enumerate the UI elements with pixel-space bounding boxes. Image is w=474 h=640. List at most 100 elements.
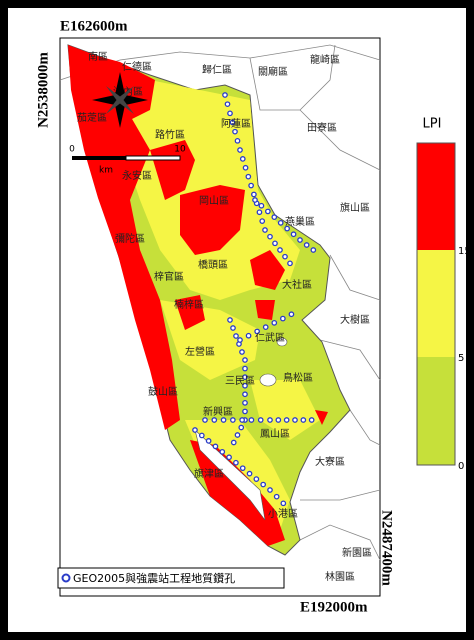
borehole xyxy=(282,253,288,260)
borehole xyxy=(297,237,303,243)
borehole xyxy=(252,197,258,203)
legend-swatch xyxy=(417,357,455,465)
borehole xyxy=(202,417,208,423)
coord-label: E162600m xyxy=(60,18,128,34)
district-label: 永安區 xyxy=(122,169,152,182)
legend-break: 0 xyxy=(458,461,464,472)
legend-symbol xyxy=(61,573,71,583)
legend-break: 15 xyxy=(458,246,471,257)
borehole xyxy=(300,417,307,423)
district-label: 路竹區 xyxy=(155,128,185,141)
borehole xyxy=(242,164,249,171)
borehole xyxy=(205,438,212,444)
borehole xyxy=(260,481,267,488)
coord-label: N2538000m xyxy=(35,52,51,128)
borehole xyxy=(254,328,260,335)
borehole xyxy=(290,231,297,238)
borehole xyxy=(251,191,257,198)
borehole xyxy=(275,417,282,423)
legend-swatch xyxy=(417,250,455,357)
compass xyxy=(92,72,148,128)
coord-label: N2487400m xyxy=(379,510,395,586)
district-label: 茄萣區 xyxy=(77,111,107,124)
coord-label: E192000m xyxy=(300,599,368,615)
district-label: 龍崎區 xyxy=(310,53,340,66)
district-label: 橋頭區 xyxy=(198,258,228,271)
district-label: 林園區 xyxy=(325,570,355,583)
scale-label: 0 xyxy=(69,145,75,155)
district-label: 三民區 xyxy=(225,375,255,387)
district-label: 關廟區 xyxy=(258,65,288,78)
borehole xyxy=(262,227,268,233)
district-label: 旗津區 xyxy=(194,467,224,480)
borehole xyxy=(239,349,245,355)
borehole xyxy=(253,476,260,482)
borehole xyxy=(198,432,205,439)
district-label: 鼓山區 xyxy=(148,385,178,398)
borehole xyxy=(280,500,287,507)
borehole xyxy=(242,400,248,406)
scale-unit: km xyxy=(99,166,113,176)
borehole xyxy=(211,417,218,423)
district-label: 大樹區 xyxy=(340,313,370,326)
borehole xyxy=(258,202,265,209)
boreholes xyxy=(192,92,317,507)
borehole xyxy=(245,173,252,180)
district-label: 小港區 xyxy=(268,508,298,520)
borehole xyxy=(277,247,283,253)
borehole xyxy=(234,432,241,438)
borehole xyxy=(212,443,219,450)
district-label: 田寮區 xyxy=(307,121,337,134)
scale-label: 10 xyxy=(174,145,186,155)
borehole xyxy=(242,357,248,363)
district-label: 大社區 xyxy=(282,278,312,291)
borehole xyxy=(239,465,246,472)
borehole xyxy=(230,325,236,331)
district-label: 左營區 xyxy=(185,345,215,358)
legend-box xyxy=(57,567,285,589)
borehole xyxy=(242,374,248,380)
borehole xyxy=(257,417,264,423)
legend-swatch xyxy=(417,143,455,250)
borehole xyxy=(267,233,273,240)
water-bodies xyxy=(194,337,288,521)
borehole xyxy=(271,214,278,220)
borehole xyxy=(248,417,255,423)
borehole xyxy=(287,260,293,267)
borehole xyxy=(259,218,266,224)
borehole xyxy=(242,408,248,415)
borehole xyxy=(230,417,236,423)
scale-bar: 0 10 km xyxy=(69,145,186,176)
district-label: 鳳山區 xyxy=(260,428,290,440)
borehole xyxy=(226,454,232,461)
borehole-legend: GEO2005與強震站工程地質鑽孔 xyxy=(57,567,285,589)
borehole xyxy=(229,119,236,126)
scale-segment xyxy=(125,155,181,161)
borehole xyxy=(273,493,280,500)
legend-title: LPI xyxy=(423,117,442,132)
borehole xyxy=(288,311,295,318)
borehole xyxy=(234,137,241,144)
legend-border xyxy=(416,142,456,466)
borehole xyxy=(272,240,278,247)
legend-text: GEO2005與強震站工程地質鑽孔 xyxy=(73,571,235,585)
borehole xyxy=(222,92,228,98)
legend-break: 5 xyxy=(458,353,464,364)
borehole xyxy=(233,333,239,339)
borehole xyxy=(233,459,239,466)
borehole xyxy=(248,182,254,189)
borehole xyxy=(308,417,315,423)
borehole xyxy=(256,209,263,216)
borehole xyxy=(245,332,252,339)
district-label: 南區 xyxy=(88,50,108,63)
district-label: 歸仁區 xyxy=(202,63,232,76)
scale-segment xyxy=(72,156,126,160)
borehole xyxy=(224,101,231,108)
borehole xyxy=(220,417,227,423)
borehole xyxy=(303,242,310,248)
borehole xyxy=(292,417,298,423)
district-labels: 南區仁德區歸仁區關廟區龍崎區湖內區茄萣區路竹區阿蓮區田寮區永安區岡山區燕巢區旗山… xyxy=(77,50,372,583)
borehole xyxy=(283,417,290,423)
